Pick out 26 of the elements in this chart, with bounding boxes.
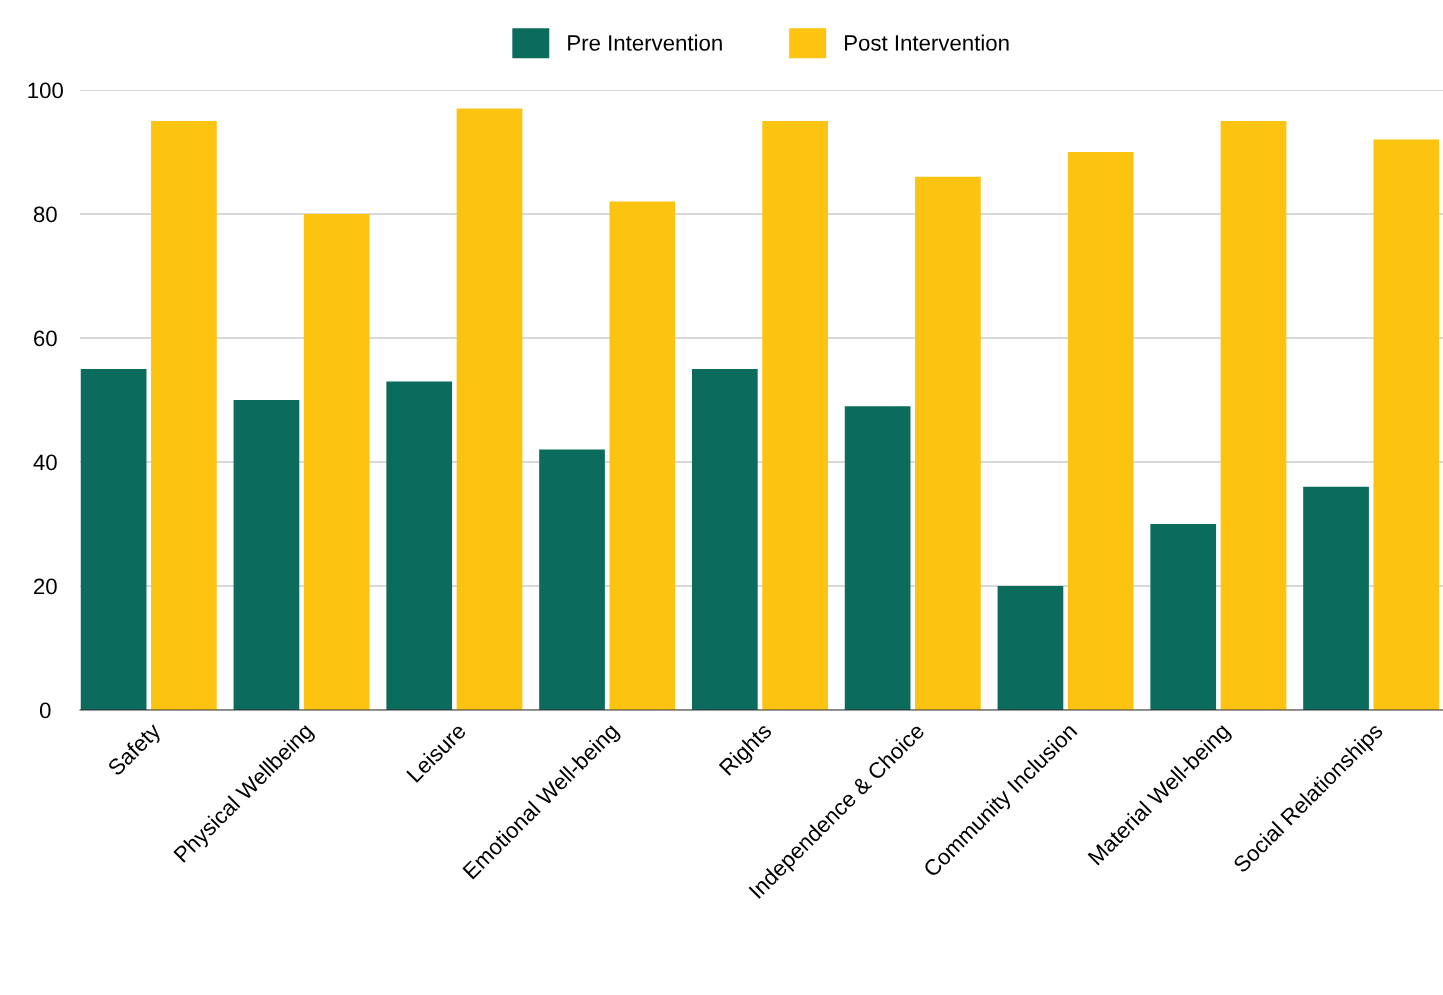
bar: [151, 121, 217, 710]
bar: [386, 381, 453, 710]
bar: [762, 121, 828, 710]
legend-label: Post Intervention: [845, 34, 1009, 51]
bar: [609, 201, 676, 710]
y-tick-label: 80: [33, 206, 57, 223]
bar: [1150, 524, 1217, 710]
bar: [539, 449, 605, 710]
y-tick-label: 20: [34, 578, 57, 595]
bar: [456, 108, 523, 710]
bar: [691, 369, 758, 710]
bar: [1220, 121, 1287, 710]
bar: [303, 214, 370, 710]
bar: [844, 406, 911, 710]
y-tick-label: 100: [28, 82, 63, 99]
bar: [233, 400, 300, 710]
y-tick-label: 60: [34, 330, 57, 347]
bar: [997, 586, 1064, 710]
legend-label: Pre Intervention: [568, 34, 722, 51]
bar: [1067, 152, 1134, 710]
bar: [80, 369, 147, 710]
bar: [1303, 486, 1369, 710]
bar: [1373, 139, 1440, 710]
y-tick-label: 40: [33, 454, 57, 471]
y-tick-label: 0: [39, 702, 51, 719]
bar: [915, 176, 981, 710]
